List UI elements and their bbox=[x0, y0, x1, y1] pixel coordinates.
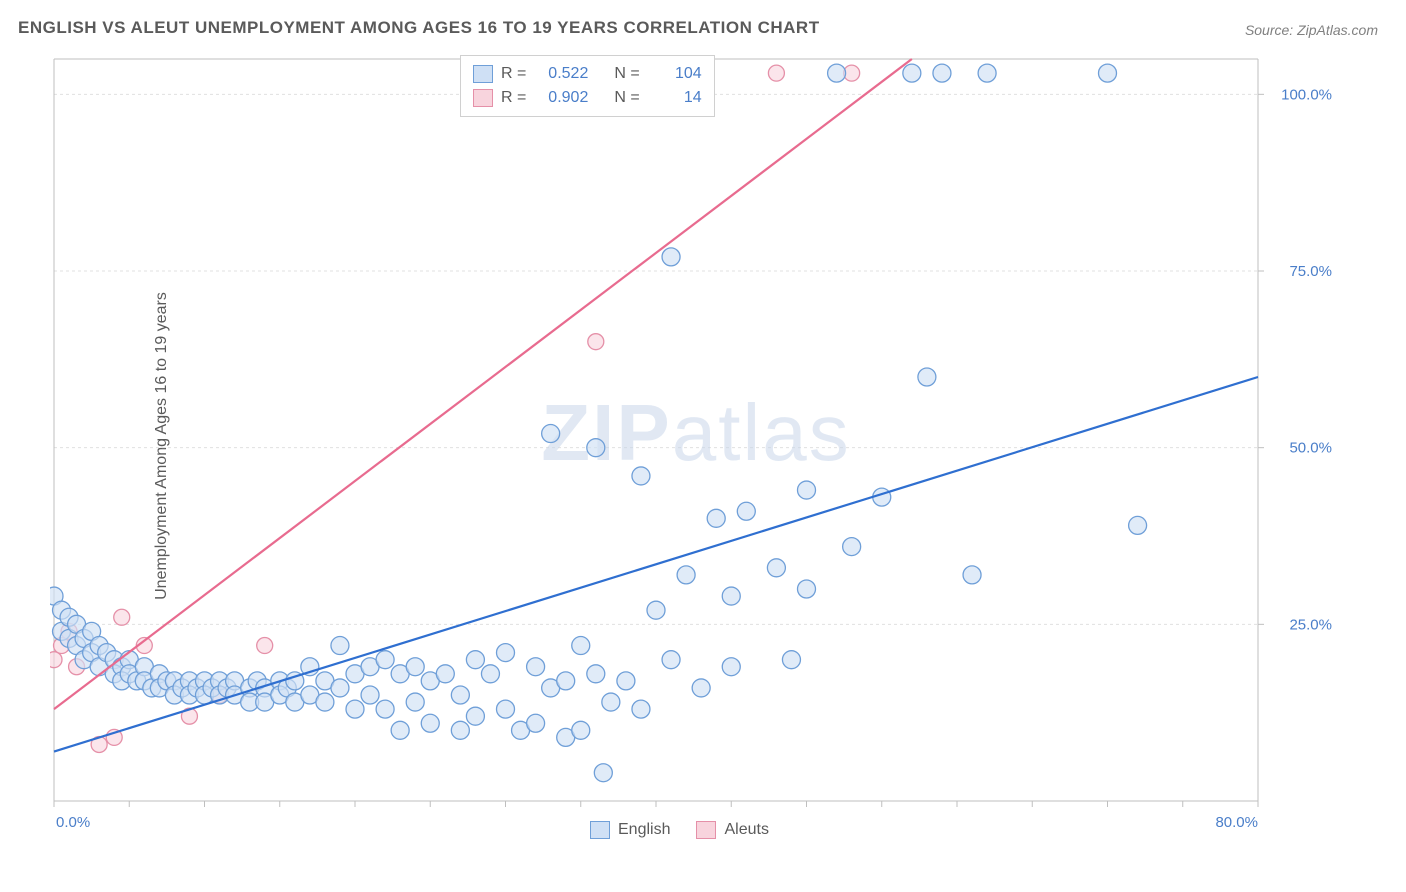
trend-line bbox=[54, 59, 912, 709]
data-point bbox=[707, 509, 725, 527]
data-point bbox=[587, 665, 605, 683]
data-point bbox=[331, 679, 349, 697]
legend-n-value: 104 bbox=[648, 62, 702, 86]
data-point bbox=[257, 638, 273, 654]
data-point bbox=[331, 637, 349, 655]
data-point bbox=[376, 700, 394, 718]
legend-swatch bbox=[696, 821, 716, 839]
data-point bbox=[497, 700, 515, 718]
data-point bbox=[933, 64, 951, 82]
data-point bbox=[1099, 64, 1117, 82]
data-point bbox=[722, 587, 740, 605]
data-point bbox=[798, 481, 816, 499]
source-credit: Source: ZipAtlas.com bbox=[1245, 22, 1378, 38]
data-point bbox=[481, 665, 499, 683]
legend-row: R = 0.902 N = 14 bbox=[473, 86, 702, 110]
data-point bbox=[361, 686, 379, 704]
legend-row: R = 0.522 N = 104 bbox=[473, 62, 702, 86]
stats-legend: R = 0.522 N = 104 R = 0.902 N = 14 bbox=[460, 55, 715, 117]
legend-n-label: N = bbox=[614, 86, 639, 110]
legend-n-value: 14 bbox=[648, 86, 702, 110]
data-point bbox=[572, 637, 590, 655]
data-point bbox=[406, 693, 424, 711]
legend-label: Aleuts bbox=[724, 821, 768, 839]
data-point bbox=[768, 65, 784, 81]
x-tick-label: 80.0% bbox=[1215, 814, 1258, 831]
plot-area: ZIPatlas 0.0% 80.0% 25.0% 50.0% 75.0% 100.0% R… bbox=[50, 55, 1340, 835]
data-point bbox=[662, 248, 680, 266]
y-tick-label: 50.0% bbox=[1289, 440, 1332, 457]
y-tick-label: 100.0% bbox=[1281, 86, 1332, 103]
y-tick-label: 75.0% bbox=[1289, 263, 1332, 280]
data-point bbox=[617, 672, 635, 690]
data-point bbox=[767, 559, 785, 577]
data-point bbox=[963, 566, 981, 584]
data-point bbox=[588, 334, 604, 350]
data-point bbox=[798, 580, 816, 598]
data-point bbox=[527, 714, 545, 732]
legend-swatch bbox=[473, 89, 493, 107]
data-point bbox=[466, 707, 484, 725]
data-point bbox=[436, 665, 454, 683]
data-point bbox=[692, 679, 710, 697]
data-point bbox=[1129, 516, 1147, 534]
data-point bbox=[557, 672, 575, 690]
data-point bbox=[647, 601, 665, 619]
y-tick-label: 25.0% bbox=[1289, 616, 1332, 633]
data-point bbox=[737, 502, 755, 520]
legend-label: English bbox=[618, 821, 670, 839]
data-point bbox=[602, 693, 620, 711]
data-point bbox=[594, 764, 612, 782]
data-point bbox=[632, 467, 650, 485]
legend-swatch bbox=[590, 821, 610, 839]
data-point bbox=[828, 64, 846, 82]
watermark: ZIPatlas bbox=[541, 388, 850, 477]
data-point bbox=[451, 686, 469, 704]
legend-n-label: N = bbox=[614, 62, 639, 86]
legend-r-value: 0.522 bbox=[534, 62, 588, 86]
legend-r-value: 0.902 bbox=[534, 86, 588, 110]
data-point bbox=[346, 700, 364, 718]
data-point bbox=[572, 721, 590, 739]
legend-item: Aleuts bbox=[696, 821, 768, 839]
data-point bbox=[722, 658, 740, 676]
data-point bbox=[903, 64, 921, 82]
legend-r-label: R = bbox=[501, 62, 526, 86]
data-point bbox=[978, 64, 996, 82]
data-point bbox=[376, 651, 394, 669]
data-point bbox=[677, 566, 695, 584]
data-point bbox=[316, 693, 334, 711]
data-point bbox=[497, 644, 515, 662]
data-point bbox=[782, 651, 800, 669]
data-point bbox=[114, 609, 130, 625]
scatter-chart: ZIPatlas 0.0% 80.0% 25.0% 50.0% 75.0% 100.0% bbox=[50, 55, 1340, 835]
data-point bbox=[527, 658, 545, 676]
data-point bbox=[542, 425, 560, 443]
data-point bbox=[632, 700, 650, 718]
x-tick-label: 0.0% bbox=[56, 814, 90, 831]
series-legend: English Aleuts bbox=[590, 821, 769, 839]
data-point bbox=[918, 368, 936, 386]
legend-r-label: R = bbox=[501, 86, 526, 110]
data-point bbox=[421, 714, 439, 732]
data-point bbox=[391, 721, 409, 739]
data-point bbox=[587, 439, 605, 457]
legend-swatch bbox=[473, 65, 493, 83]
data-point bbox=[451, 721, 469, 739]
data-point bbox=[843, 538, 861, 556]
data-point bbox=[466, 651, 484, 669]
data-point bbox=[662, 651, 680, 669]
data-point bbox=[406, 658, 424, 676]
legend-item: English bbox=[590, 821, 670, 839]
chart-title: ENGLISH VS ALEUT UNEMPLOYMENT AMONG AGES… bbox=[18, 18, 820, 38]
